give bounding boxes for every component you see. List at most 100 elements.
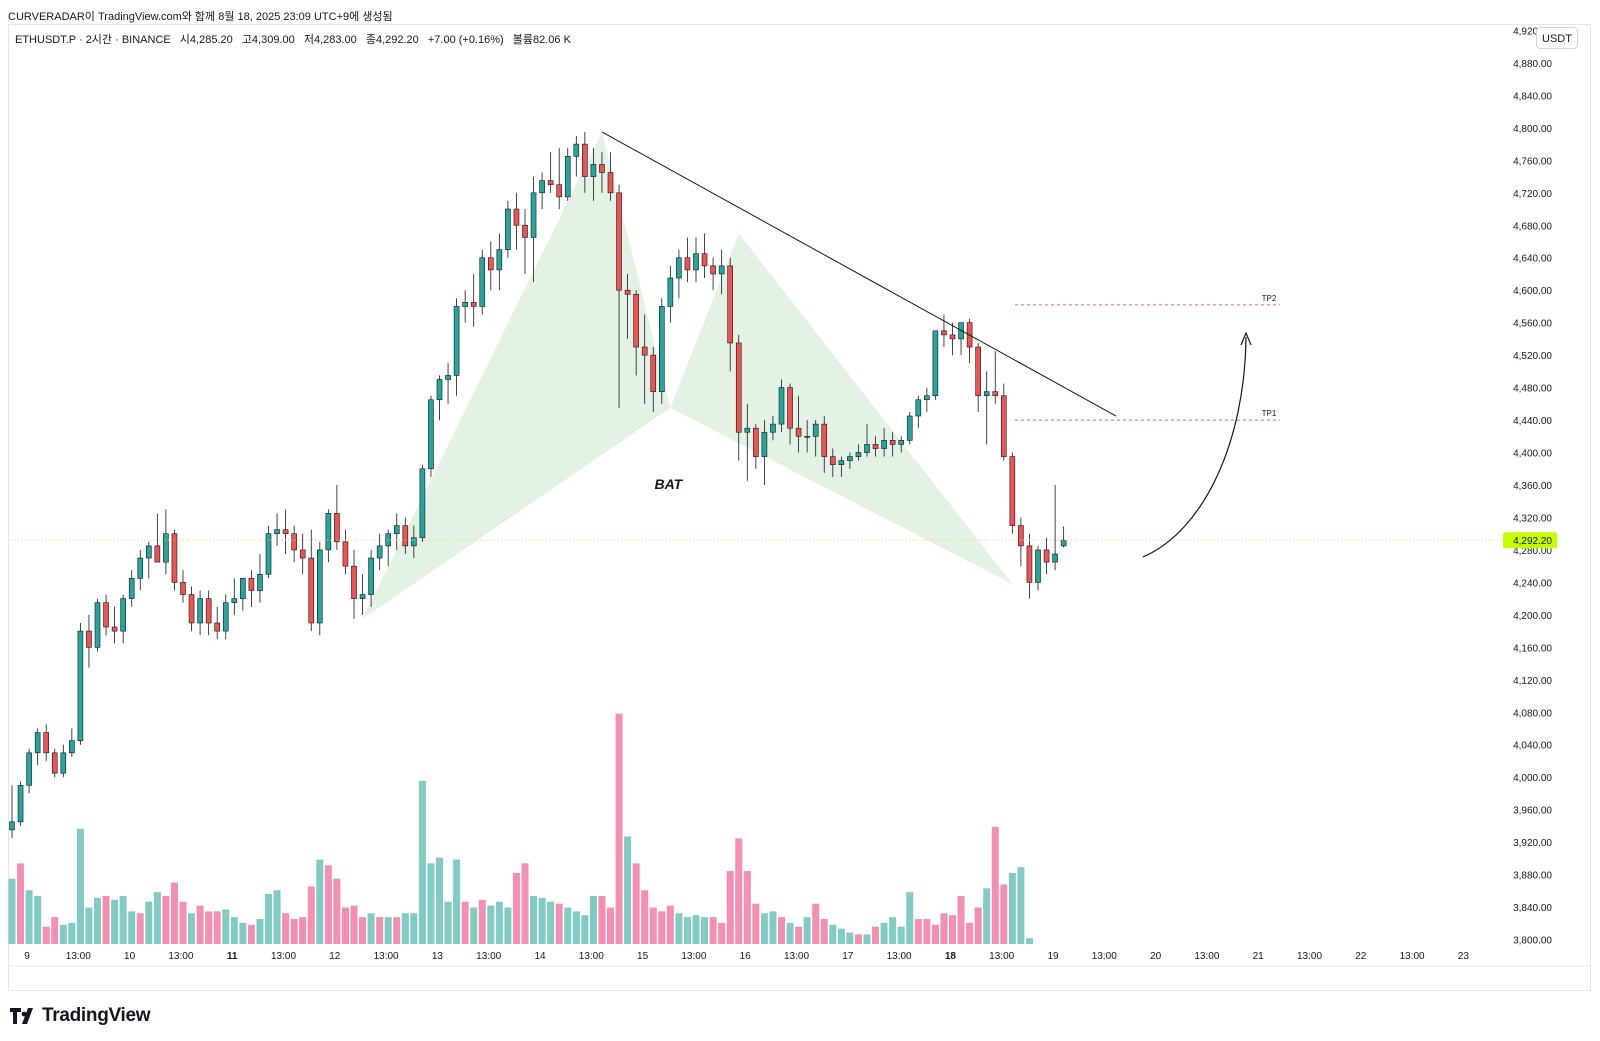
candle-body: [248, 578, 255, 591]
volume-bar: [966, 922, 974, 944]
volume-bar: [76, 828, 84, 944]
volume-bar: [341, 907, 349, 944]
y-tick-label: 3,920.00: [1513, 838, 1552, 849]
candle-body: [137, 557, 144, 579]
volume-bar: [179, 901, 187, 944]
candle-body: [146, 545, 152, 559]
candle-body: [701, 253, 708, 267]
candle-body: [804, 436, 810, 438]
x-tick-label: 13: [432, 951, 444, 962]
candle-body: [941, 330, 947, 336]
candle-body: [1060, 539, 1067, 547]
volume-bar: [8, 878, 16, 944]
symbol-info-bar: ETHUSDT.P · 2시간 · BINANCE 시4,285.20 고4,3…: [15, 31, 577, 47]
y-tick-label: 3,880.00: [1513, 871, 1552, 882]
candle-body: [411, 537, 417, 547]
candle-body: [855, 452, 862, 457]
volume-bar: [812, 903, 820, 944]
volume-bar: [889, 917, 897, 944]
volume-bar: [906, 892, 914, 944]
volume-bar: [495, 901, 503, 944]
candle-body: [829, 456, 836, 466]
candle-body: [761, 431, 768, 457]
candle-body: [710, 265, 716, 275]
volume-bar: [333, 878, 341, 944]
volume-bar: [863, 934, 871, 944]
volume-bar: [504, 907, 512, 944]
volume-bar: [512, 872, 520, 944]
y-tick-label: 4,480.00: [1513, 384, 1552, 395]
candle-body: [906, 415, 913, 441]
volume-bar: [478, 899, 486, 944]
candle-body: [513, 208, 520, 226]
volume-bar: [239, 922, 247, 944]
volume-bar: [34, 896, 42, 944]
candle-body: [915, 399, 922, 417]
candle-body: [197, 598, 203, 624]
volume-bar: [991, 826, 999, 944]
volume-bar: [778, 917, 785, 944]
volume-bar: [974, 907, 982, 944]
candle-body: [616, 192, 622, 291]
volume-bar: [530, 896, 538, 944]
volume-bar: [273, 890, 281, 944]
y-tick-label: 4,520.00: [1513, 351, 1552, 362]
x-tick-label: 12: [329, 951, 341, 962]
candle-body: [505, 208, 511, 250]
currency-selector[interactable]: USDT: [1536, 27, 1578, 49]
volume-bar: [25, 890, 33, 944]
y-tick-label: 3,960.00: [1513, 806, 1552, 817]
volume-bar: [282, 913, 290, 944]
volume-bar: [265, 894, 272, 944]
candle-body: [368, 557, 374, 595]
x-tick-label: 20: [1150, 951, 1162, 962]
candle-body: [864, 444, 870, 453]
x-tick-label: 13:00: [989, 951, 1014, 962]
candle-body: [86, 630, 92, 648]
candle-body: [231, 598, 238, 603]
volume-bar: [444, 901, 452, 944]
volume-bar: [213, 911, 221, 944]
candle-body: [171, 533, 178, 583]
low-value: 저4,283.00: [303, 34, 357, 46]
candle-body: [240, 578, 246, 599]
volume-bar: [230, 917, 238, 944]
volume-bar: [205, 911, 213, 944]
x-tick-label: 23: [1458, 951, 1470, 962]
candle-body: [402, 525, 409, 547]
volume-bar: [1000, 884, 1008, 944]
volume-bar: [752, 903, 760, 944]
y-tick-label: 4,920.00: [1513, 26, 1552, 37]
x-tick-label: 16: [740, 951, 752, 962]
tradingview-logo[interactable]: TradingView: [10, 1005, 151, 1027]
volume-bar: [470, 907, 478, 944]
x-tick-label: 19: [1047, 951, 1059, 962]
volume-bar: [598, 896, 606, 944]
candle-body: [479, 257, 486, 307]
candle-body: [128, 578, 135, 599]
candle-body: [9, 821, 15, 831]
volume-bar: [51, 917, 59, 944]
candle-body: [983, 391, 990, 397]
volume-bar: [547, 901, 555, 944]
candle-body: [291, 533, 297, 551]
y-tick-label: 4,720.00: [1513, 189, 1552, 200]
x-tick-label: 13:00: [476, 951, 501, 962]
volume-bar: [68, 922, 76, 944]
high-value: 고4,309.00: [241, 34, 295, 46]
y-tick-label: 4,200.00: [1513, 611, 1552, 622]
tradingview-wordmark: TradingView: [42, 1005, 151, 1026]
volume-bar: [136, 913, 144, 944]
y-tick-label: 4,880.00: [1513, 59, 1552, 70]
volume-bar: [931, 924, 939, 944]
candle-body: [975, 346, 981, 397]
candle-body: [633, 293, 639, 348]
candle-body: [539, 180, 545, 194]
projection-arrow-head: [1240, 331, 1252, 346]
candle-body: [547, 180, 554, 186]
x-tick-label: 9: [24, 951, 30, 962]
symbol-name[interactable]: ETHUSDT.P · 2시간 · BINANCE: [15, 34, 171, 46]
y-tick-label: 4,120.00: [1513, 676, 1552, 687]
candle-body: [556, 184, 563, 198]
